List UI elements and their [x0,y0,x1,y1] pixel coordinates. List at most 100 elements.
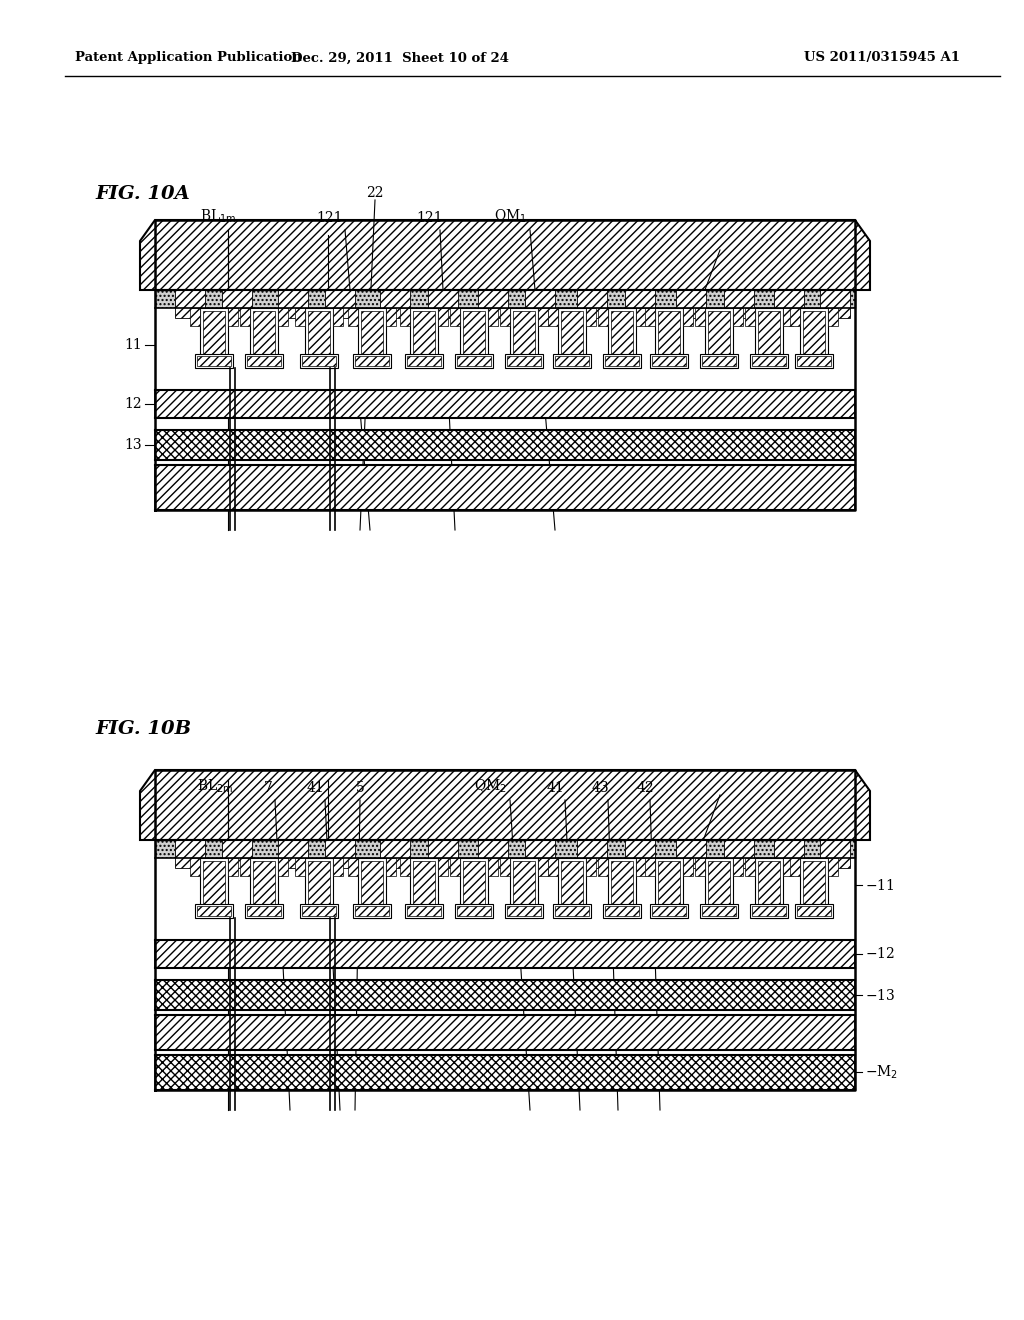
Bar [676,290,706,318]
Bar [358,858,386,917]
Bar [797,906,831,916]
Bar [605,356,639,366]
Bar [655,858,683,917]
Bar [240,308,250,326]
Bar [386,308,396,326]
Bar [505,904,543,917]
Bar [705,308,733,368]
Bar [510,308,538,368]
Bar [525,290,555,318]
Bar [733,308,743,326]
Bar [463,312,485,366]
Bar [155,840,855,858]
Polygon shape [140,770,870,840]
Text: 41: 41 [546,781,564,795]
Bar [250,308,278,368]
Bar [361,312,383,366]
Bar [650,354,688,368]
Bar [413,861,435,915]
Bar [548,308,558,326]
Bar [200,308,228,368]
Bar [333,858,343,876]
Bar [463,861,485,915]
Bar [797,356,831,366]
Bar [325,290,355,318]
Bar [488,308,498,326]
Bar [803,861,825,915]
Bar [450,308,460,326]
Bar [228,308,238,326]
Bar [745,858,755,876]
Bar [683,308,693,326]
Bar [278,308,288,326]
Bar [155,1015,855,1049]
Bar [240,858,250,876]
Text: $-$M$_2$: $-$M$_2$ [865,1064,898,1081]
Text: Patent Application Publication: Patent Application Publication [75,51,302,65]
Bar [400,308,410,326]
Bar [407,906,441,916]
Bar [598,858,608,876]
Bar [460,308,488,368]
Bar [155,858,855,940]
Bar [790,858,800,876]
Bar [603,904,641,917]
Bar [353,354,391,368]
Bar [406,354,443,368]
Bar [645,858,655,876]
Bar [302,356,336,366]
Bar [752,356,786,366]
Bar [577,840,607,869]
Text: FIG. 10B: FIG. 10B [95,719,191,738]
Bar [247,356,281,366]
Bar [605,906,639,916]
Bar [555,906,589,916]
Bar [197,906,231,916]
Bar [478,840,508,869]
Bar [155,979,855,1010]
Bar [758,861,780,915]
Bar [410,858,438,917]
Bar [652,906,686,916]
Polygon shape [140,220,870,290]
Bar [203,312,225,366]
Bar [380,840,410,869]
Bar [611,861,633,915]
Bar [758,312,780,366]
Text: BL$_{\mathsf{1m}}$: BL$_{\mathsf{1m}}$ [200,207,237,224]
Bar [708,312,730,366]
Bar [295,308,305,326]
Text: BL$_{\mathsf{2m}}$: BL$_{\mathsf{2m}}$ [197,777,233,795]
Bar [245,354,283,368]
Bar [380,290,410,318]
Bar [608,858,636,917]
Text: 121: 121 [417,211,443,224]
Bar [353,904,391,917]
Bar [750,354,788,368]
Bar [558,308,586,368]
Bar [455,904,493,917]
Bar [695,858,705,876]
Bar [478,290,508,318]
Bar [577,290,607,318]
Bar [278,290,308,318]
Bar [155,940,855,968]
Bar [700,904,738,917]
Bar [702,906,736,916]
Bar [457,356,490,366]
Bar [305,858,333,917]
Bar [300,904,338,917]
Bar [611,312,633,366]
Bar [155,389,855,418]
Bar [410,308,438,368]
Bar [278,840,308,869]
Bar [450,858,460,876]
Bar [302,906,336,916]
Bar [783,858,793,876]
Bar [790,308,800,326]
Bar [586,858,596,876]
Bar [795,354,833,368]
Bar [358,308,386,368]
Bar [705,858,733,917]
Bar [820,840,850,869]
